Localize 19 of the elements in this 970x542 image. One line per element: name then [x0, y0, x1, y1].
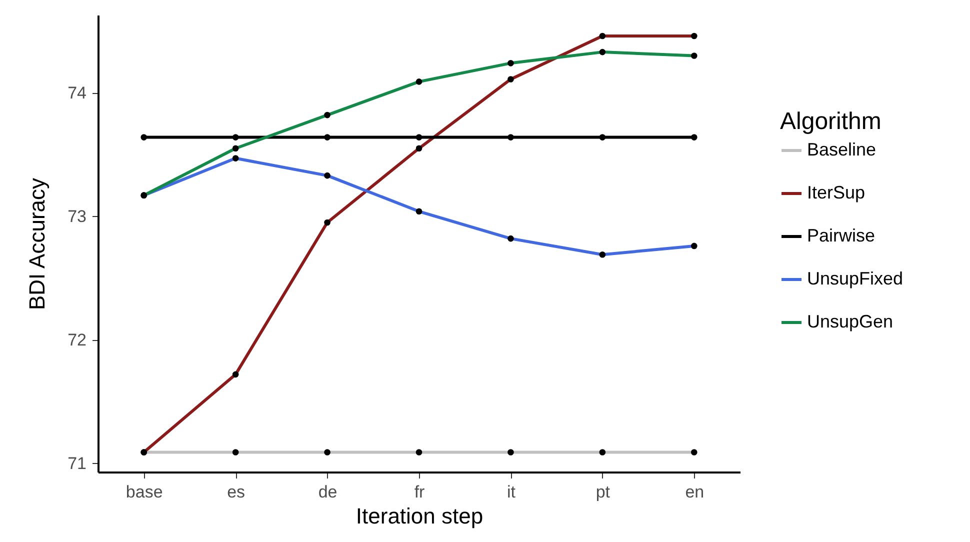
- x-tick-label: es: [227, 482, 246, 502]
- legend-label: Pairwise: [807, 226, 876, 246]
- legend-title: Algorithm: [780, 108, 882, 135]
- x-tick-label: de: [318, 482, 338, 502]
- y-tick-label: 71: [68, 454, 86, 473]
- legend-label: Baseline: [807, 140, 876, 160]
- y-axis-title: BDI Accuracy: [24, 178, 50, 310]
- y-tick-label: 74: [68, 83, 86, 102]
- y-tick-label: 73: [68, 206, 86, 226]
- x-axis-title: Iteration step: [356, 504, 484, 528]
- x-tick-label: en: [685, 482, 704, 502]
- legend-label: UnsupFixed: [807, 268, 904, 288]
- y-tick-label: 72: [68, 330, 86, 350]
- legend-label: IterSup: [807, 182, 866, 202]
- x-tick-label: fr: [414, 482, 426, 502]
- legend-label: UnsupGen: [807, 312, 894, 332]
- x-tick-label: it: [506, 482, 516, 502]
- x-tick-label: pt: [596, 482, 610, 502]
- x-tick-label: base: [126, 482, 163, 502]
